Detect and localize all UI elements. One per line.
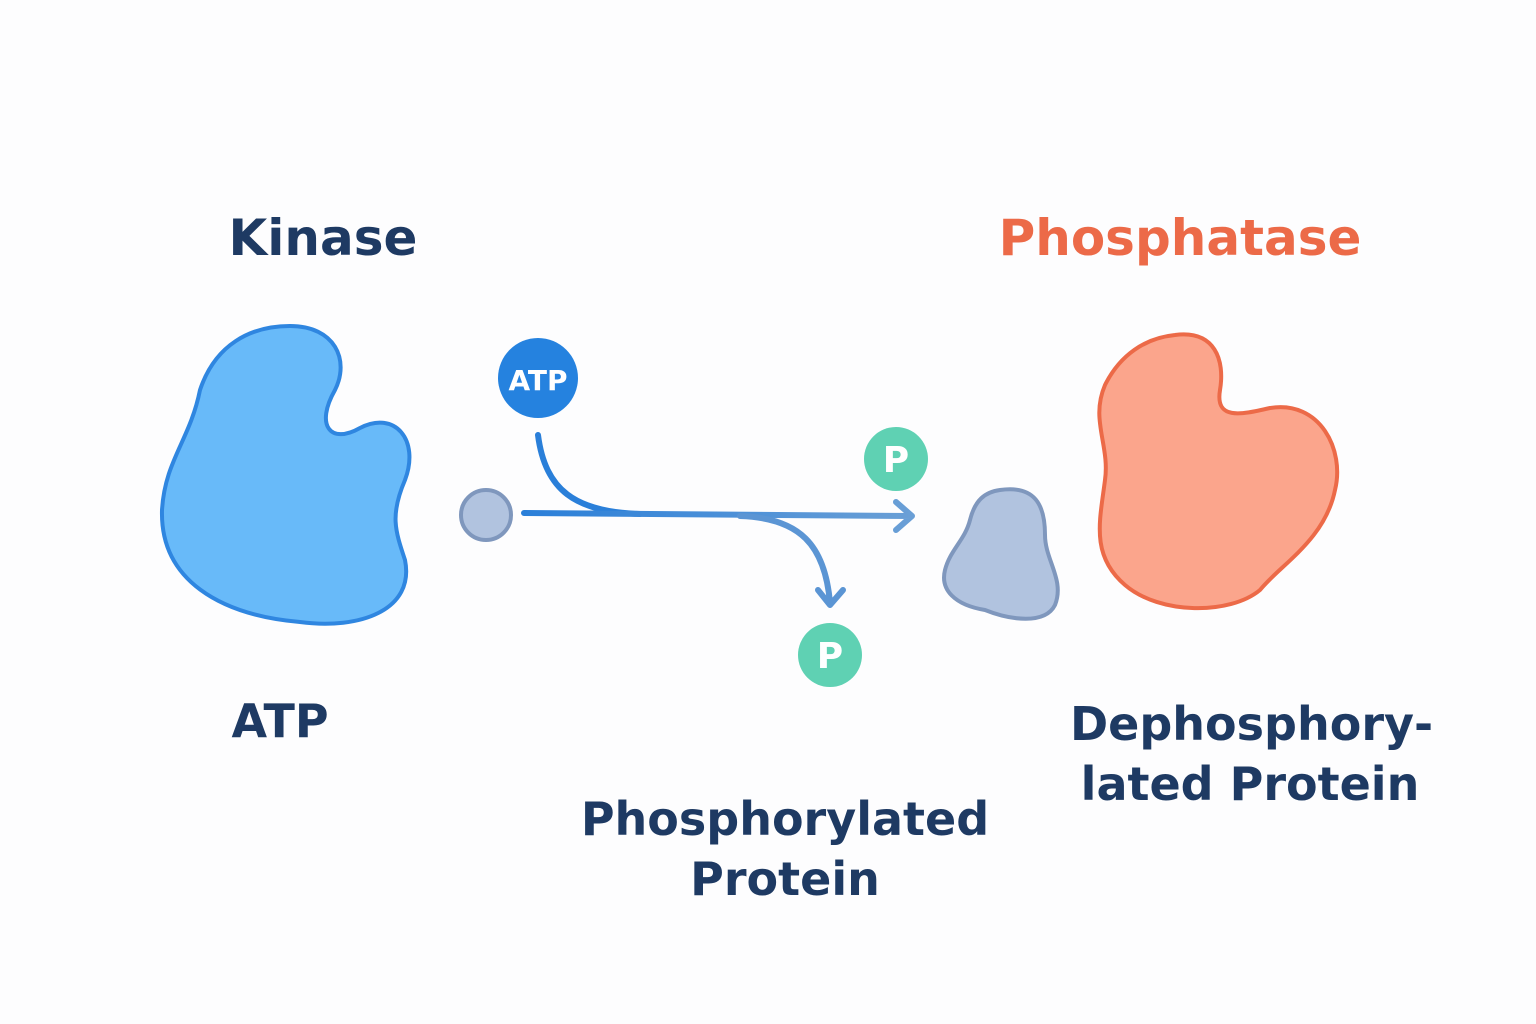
phosphatase-enzyme-shape — [1097, 332, 1340, 611]
phosphatase-title: Phosphatase — [998, 209, 1362, 267]
phosphate-group-bottom — [798, 623, 862, 687]
dephosphorylated-protein-label: Dephosphory- lated Protein — [1070, 695, 1434, 815]
dephosphorylated-line-1: Dephosphory- — [1070, 697, 1434, 751]
atp-label: ATP — [231, 694, 329, 748]
kinase-enzyme-shape — [159, 323, 412, 626]
substrate-protein-circle — [459, 488, 513, 542]
dephosphorylated-line-2: lated Protein — [1080, 756, 1420, 811]
phosphate-top-text: P — [883, 440, 909, 481]
phosphorylated-protein-label: Phosphorylated Protein — [580, 790, 990, 910]
phosphorylated-line-1: Phosphorylated — [580, 792, 990, 846]
dephosphorylated-protein-shape — [942, 487, 1060, 621]
phosphate-group-top — [864, 427, 928, 491]
atp-molecule — [498, 338, 578, 418]
phosphate-release-arrow — [737, 513, 846, 608]
atp-badge-text: ATP — [508, 364, 567, 397]
phosphate-bottom-text: P — [817, 636, 843, 677]
atp-incoming-arrow — [535, 432, 643, 517]
phosphorylated-line-2: Protein — [690, 851, 880, 906]
main-reaction-arrow — [521, 499, 915, 533]
kinase-title: Kinase — [228, 209, 418, 267]
